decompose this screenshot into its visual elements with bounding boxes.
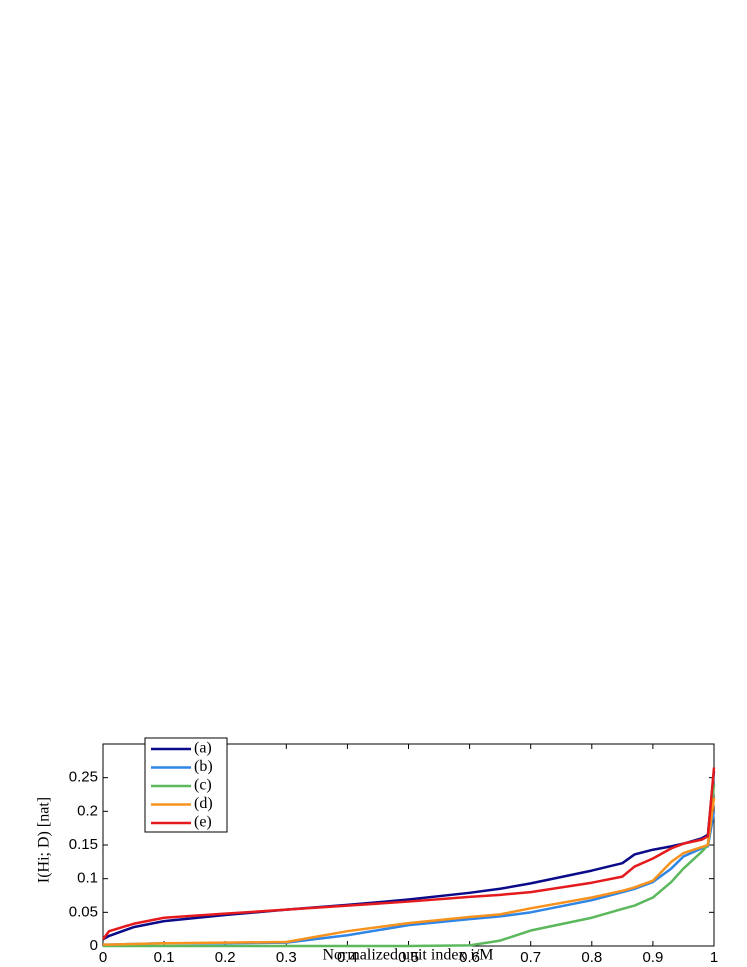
y-tick-label: 0.2: [77, 802, 98, 819]
legend-label: (c): [194, 777, 212, 794]
legend-label: (b): [194, 758, 213, 775]
legend-label: (d): [194, 795, 213, 812]
x-tick-label: 0.7: [520, 949, 541, 966]
x-tick-label: 0: [99, 949, 107, 966]
y-tick-label: 0: [90, 937, 98, 954]
x-tick-label: 0.5: [398, 949, 419, 966]
legend-label: (e): [194, 814, 212, 831]
y-tick-label: 0.05: [69, 903, 98, 920]
x-tick-label: 0.9: [642, 949, 663, 966]
y-axis-label: I(Hi; D) [nat]: [36, 797, 53, 883]
x-tick-label: 1: [710, 949, 718, 966]
x-tick-label: 0.6: [459, 949, 480, 966]
series-line: [103, 797, 716, 946]
series-line: [102, 767, 716, 941]
y-tick-label: 0.15: [69, 836, 98, 853]
x-tick-label: 0.2: [215, 949, 236, 966]
series-line: [103, 784, 716, 948]
y-tick-label: 0.1: [77, 870, 98, 887]
x-axis-label: Normalized unit index i/M: [322, 947, 493, 964]
x-tick-label: 0.8: [581, 949, 602, 966]
x-tick-label: 0.4: [337, 949, 358, 966]
x-tick-label: 0.1: [154, 949, 175, 966]
y-tick-label: 0.25: [69, 769, 98, 786]
legend-label: (a): [194, 740, 212, 757]
x-tick-label: 0.3: [276, 949, 297, 966]
